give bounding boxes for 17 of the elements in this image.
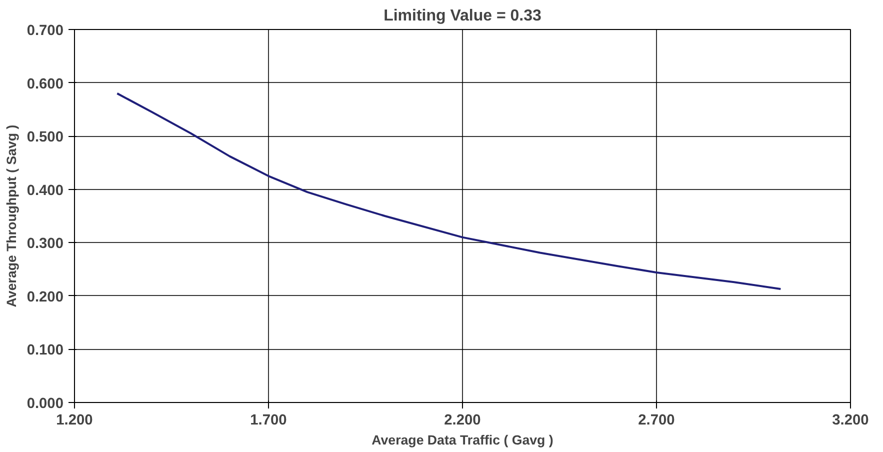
x-axis-title: Average Data Traffic ( Gavg )	[372, 432, 554, 448]
y-tick-label: 0.400	[26, 182, 64, 199]
y-tick-label: 0.200	[26, 289, 64, 306]
x-tick-label: 2.700	[638, 412, 675, 428]
x-tick-label: 3.200	[832, 412, 869, 428]
y-axis-title: Average Throughput ( Savg )	[4, 124, 19, 308]
chart-title: Limiting Value = 0.33	[384, 8, 542, 24]
y-tick-label: 0.700	[26, 23, 64, 39]
y-tick-label: 0.500	[26, 130, 64, 146]
y-tick-label: 0.600	[26, 76, 64, 92]
line-series	[116, 92, 782, 290]
x-tick-label: 2.200	[444, 412, 481, 428]
y-tick-label: 0.300	[26, 236, 64, 252]
x-tick-label: 1.700	[250, 412, 287, 428]
x-tick-label: 1.200	[56, 412, 93, 428]
y-tick-label: 0.000	[26, 396, 64, 412]
y-tick-label: 0.100	[26, 342, 64, 359]
